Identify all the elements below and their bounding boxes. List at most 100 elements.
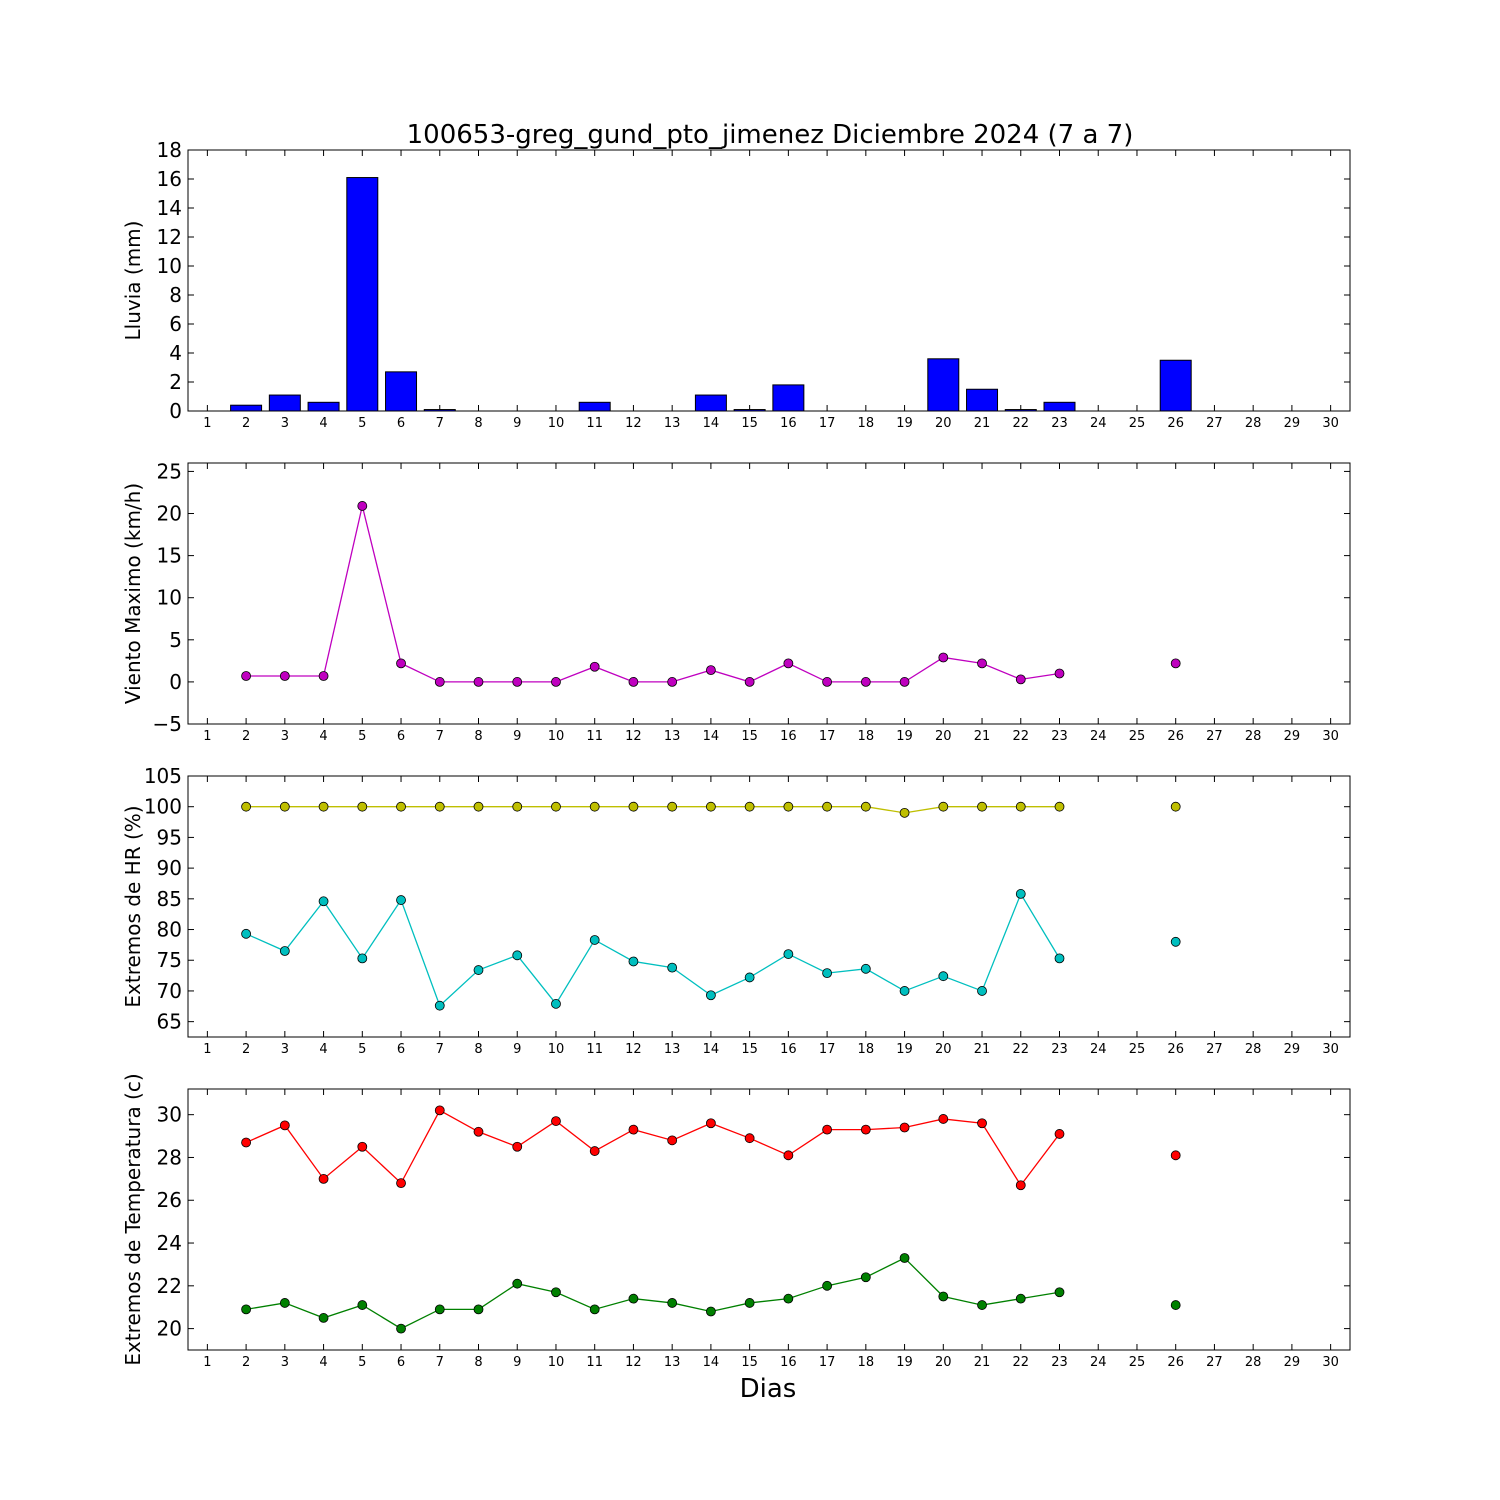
- x-tick-label: 2: [242, 416, 250, 431]
- plot-frame: [187, 149, 1351, 412]
- x-tick-label: 14: [703, 416, 720, 431]
- data-point: [279, 801, 290, 812]
- y-tick-label: 5: [169, 628, 182, 652]
- x-tick-label: 20: [935, 1355, 952, 1370]
- data-point: [396, 1178, 406, 1189]
- x-tick-label: 4: [319, 1355, 327, 1370]
- x-tick-label: 3: [281, 729, 289, 744]
- data-point: [783, 658, 794, 669]
- data-point: [357, 953, 368, 964]
- data-point: [1015, 801, 1026, 812]
- data-point: [1054, 953, 1065, 964]
- x-tick-label: 21: [974, 1042, 991, 1057]
- data-point: [938, 1291, 949, 1302]
- x-tick-label: 7: [436, 416, 444, 431]
- data-point: [241, 801, 252, 812]
- data-point: [1015, 674, 1026, 685]
- data-point: [1054, 1287, 1065, 1298]
- x-tick-label: 12: [625, 416, 642, 431]
- y-tick-label: 2: [169, 370, 182, 394]
- x-tick-label: 16: [780, 416, 797, 431]
- y-tick-label: 16: [157, 167, 182, 191]
- rain-bar: [268, 394, 301, 412]
- data-point: [473, 965, 484, 975]
- y-tick-label: 105: [144, 764, 182, 788]
- data-point: [551, 1116, 561, 1126]
- x-tick-label: 3: [281, 1355, 289, 1370]
- x-tick-label: 19: [896, 1042, 913, 1057]
- x-tick-label: 8: [474, 1042, 482, 1057]
- data-point: [589, 801, 600, 812]
- x-tick-label: 18: [858, 729, 875, 744]
- x-tick-label: 16: [780, 729, 797, 744]
- x-tick-label: 17: [819, 729, 836, 744]
- data-point: [357, 801, 368, 812]
- data-point: [628, 1124, 639, 1135]
- data-point: [551, 801, 561, 812]
- y-tick-label: 20: [157, 502, 182, 526]
- data-point: [706, 801, 716, 812]
- x-tick-label: 16: [780, 1355, 797, 1370]
- data-point: [279, 946, 290, 956]
- y-tick-label: 85: [157, 887, 182, 911]
- rain-bar: [385, 371, 418, 412]
- y-tick-label: 0: [169, 670, 182, 694]
- rain-bar: [966, 388, 999, 412]
- y-tick-label: 26: [157, 1188, 182, 1212]
- data-point: [977, 986, 987, 996]
- series-line: [246, 505, 1060, 683]
- x-tick-label: 4: [319, 1042, 327, 1057]
- data-point: [667, 677, 678, 687]
- x-tick-label: 26: [1167, 416, 1184, 431]
- x-tick-label: 5: [358, 416, 366, 431]
- x-tick-label: 1: [203, 416, 211, 431]
- x-tick-label: 30: [1322, 1355, 1339, 1370]
- x-tick-label: 23: [1051, 729, 1068, 744]
- data-point: [860, 1272, 871, 1283]
- x-tick-label: 22: [1012, 416, 1029, 431]
- data-point: [241, 928, 252, 939]
- series-line: [245, 1257, 1060, 1330]
- data-point: [667, 962, 678, 973]
- data-point: [241, 671, 252, 681]
- data-point: [318, 801, 329, 812]
- data-point: [899, 677, 910, 687]
- data-point: [434, 1000, 445, 1011]
- x-tick-label: 21: [974, 1355, 991, 1370]
- y-axis-label: Extremos de Temperatura (c): [121, 1073, 145, 1365]
- x-tick-label: 22: [1012, 1355, 1029, 1370]
- data-point: [977, 658, 987, 669]
- y-tick-label: 14: [157, 196, 182, 220]
- rain-bar: [733, 409, 766, 412]
- x-axis-label: Dias: [740, 1374, 797, 1404]
- x-tick-label: 6: [397, 1355, 405, 1370]
- data-point: [551, 998, 561, 1009]
- data-point: [938, 1114, 949, 1124]
- rain-bar: [230, 404, 263, 412]
- y-tick-label: 20: [157, 1317, 182, 1341]
- y-tick-label: 4: [169, 341, 182, 365]
- series-line: [245, 892, 1061, 1007]
- x-tick-label: 25: [1129, 1042, 1146, 1057]
- data-point: [744, 801, 755, 812]
- data-point: [396, 801, 406, 812]
- data-point: [744, 1133, 755, 1144]
- data-point: [667, 1135, 678, 1146]
- x-tick-label: 30: [1322, 1042, 1339, 1057]
- x-tick-label: 17: [819, 1042, 836, 1057]
- y-tick-label: 30: [157, 1103, 182, 1127]
- x-tick-label: 9: [513, 1042, 521, 1057]
- x-tick-label: 24: [1090, 416, 1107, 431]
- x-tick-label: 5: [358, 1042, 366, 1057]
- x-tick-label: 21: [974, 416, 991, 431]
- x-tick-label: 20: [935, 1042, 952, 1057]
- data-point: [977, 1118, 987, 1129]
- data-point: [706, 990, 716, 1001]
- x-tick-label: 2: [242, 1042, 250, 1057]
- rain-bar: [578, 401, 611, 412]
- data-point: [706, 1306, 716, 1317]
- rain-bar: [1159, 359, 1192, 412]
